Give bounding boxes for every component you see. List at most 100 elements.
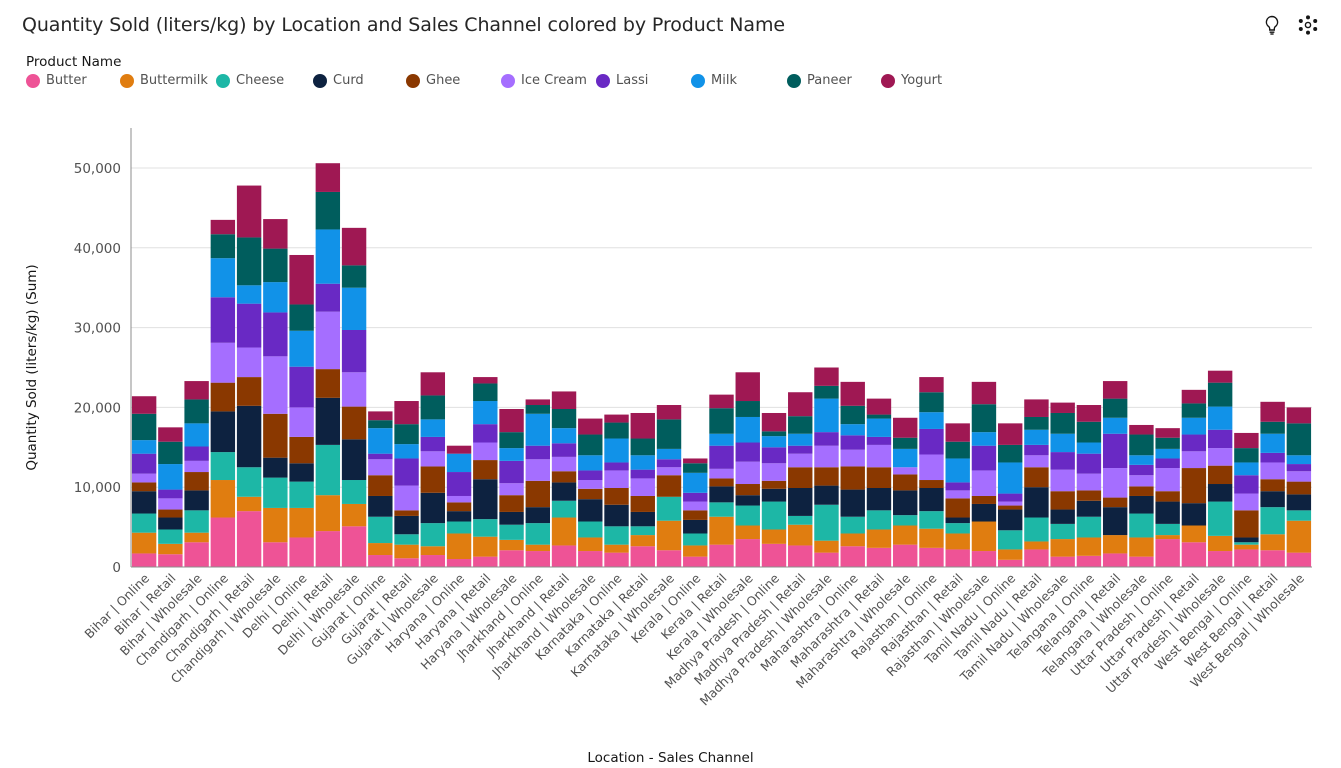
bar-segment-ghee[interactable] (683, 510, 708, 520)
bar-segment-ghee[interactable] (1286, 481, 1312, 495)
bar-segment-butter[interactable] (1129, 556, 1154, 567)
bar-segment-butter[interactable] (368, 555, 393, 567)
bar-segment-ice-cream[interactable] (263, 356, 288, 414)
bar-segment-lassi[interactable] (184, 446, 209, 461)
bar-segment-buttermilk[interactable] (525, 544, 550, 552)
bar-segment-ghee[interactable] (131, 482, 157, 492)
bar-segment-ice-cream[interactable] (1181, 451, 1207, 469)
bar-segment-butter[interactable] (1207, 551, 1233, 567)
bar-segment-butter[interactable] (578, 551, 603, 567)
bar-segment-lassi[interactable] (709, 445, 734, 469)
bar-segment-paneer[interactable] (630, 438, 655, 456)
bar-segment-milk[interactable] (1050, 433, 1075, 453)
bar-segment-milk[interactable] (1076, 442, 1102, 454)
bar-segment-paneer[interactable] (840, 405, 865, 425)
legend-item-yogurt[interactable]: Yogurt (881, 73, 942, 88)
bar-segment-curd[interactable] (578, 499, 603, 522)
bar-segment-buttermilk[interactable] (341, 503, 367, 527)
bar-segment-ghee[interactable] (499, 495, 524, 512)
bar-segment-butter[interactable] (446, 559, 472, 567)
bar-segment-ice-cream[interactable] (1024, 455, 1049, 468)
bar-segment-butter[interactable] (1181, 542, 1207, 567)
bar-segment-ice-cream[interactable] (1129, 475, 1154, 487)
bar-segment-ice-cream[interactable] (656, 467, 682, 476)
bar-segment-milk[interactable] (945, 458, 970, 483)
bar-segment-paneer[interactable] (1155, 437, 1180, 449)
bar-segment-yogurt[interactable] (551, 391, 577, 409)
bar-segment-ghee[interactable] (210, 382, 236, 412)
bar-segment-paneer[interactable] (551, 409, 577, 429)
bar-segment-milk[interactable] (473, 401, 498, 425)
bar-segment-yogurt[interactable] (814, 367, 839, 386)
bar-segment-yogurt[interactable] (210, 219, 236, 235)
bar-segment-lassi[interactable] (158, 489, 183, 499)
bar-segment-ghee[interactable] (1024, 467, 1049, 488)
bar-segment-curd[interactable] (866, 488, 892, 511)
bar-segment-curd[interactable] (1129, 495, 1154, 514)
bar-segment-ice-cream[interactable] (945, 490, 970, 499)
bar-segment-lassi[interactable] (499, 460, 524, 484)
bar-segment-milk[interactable] (184, 423, 209, 447)
bar-segment-curd[interactable] (315, 397, 341, 445)
bar-segment-cheese[interactable] (761, 501, 787, 530)
bar-segment-ghee[interactable] (735, 484, 760, 496)
bar-segment-ice-cream[interactable] (1260, 462, 1285, 480)
bar-segment-buttermilk[interactable] (683, 545, 708, 557)
bar-segment-ghee[interactable] (473, 460, 498, 480)
bar-segment-butter[interactable] (788, 545, 813, 567)
bar-segment-cheese[interactable] (1129, 513, 1154, 538)
bar-segment-curd[interactable] (788, 488, 813, 516)
bar-segment-buttermilk[interactable] (446, 533, 472, 560)
bar-segment-yogurt[interactable] (499, 409, 524, 433)
bar-segment-cheese[interactable] (368, 516, 393, 544)
bar-segment-curd[interactable] (1286, 494, 1312, 511)
bar-segment-ice-cream[interactable] (1286, 471, 1312, 482)
bar-segment-paneer[interactable] (341, 265, 367, 288)
bar-segment-ice-cream[interactable] (1076, 473, 1102, 491)
bar-segment-lassi[interactable] (761, 447, 787, 464)
bar-segment-lassi[interactable] (578, 470, 603, 481)
bar-segment-yogurt[interactable] (630, 412, 655, 439)
bar-segment-curd[interactable] (1024, 487, 1049, 518)
bar-segment-butter[interactable] (866, 547, 892, 567)
bar-segment-milk[interactable] (210, 258, 236, 298)
bar-segment-paneer[interactable] (814, 385, 839, 399)
bar-segment-buttermilk[interactable] (236, 496, 262, 512)
bar-segment-ghee[interactable] (578, 488, 603, 500)
bar-segment-milk[interactable] (893, 448, 918, 468)
bar-segment-ghee[interactable] (1234, 510, 1259, 538)
bar-segment-buttermilk[interactable] (814, 540, 839, 553)
bar-segment-butter[interactable] (1234, 549, 1259, 567)
bar-segment-cheese[interactable] (604, 526, 629, 545)
bar-segment-lassi[interactable] (971, 445, 997, 471)
bar-segment-buttermilk[interactable] (630, 535, 655, 547)
bar-segment-curd[interactable] (997, 509, 1023, 531)
bar-segment-paneer[interactable] (368, 420, 393, 429)
bar-segment-curd[interactable] (919, 488, 944, 512)
bar-segment-lassi[interactable] (997, 493, 1023, 502)
bar-segment-lassi[interactable] (263, 312, 288, 357)
bar-segment-milk[interactable] (814, 398, 839, 433)
bar-segment-paneer[interactable] (131, 413, 157, 441)
bar-segment-ghee[interactable] (656, 475, 682, 497)
bar-segment-paneer[interactable] (1286, 423, 1312, 456)
bar-segment-ghee[interactable] (1260, 479, 1285, 492)
bar-segment-milk[interactable] (158, 464, 183, 490)
bar-segment-buttermilk[interactable] (263, 507, 288, 543)
bar-segment-yogurt[interactable] (341, 227, 367, 266)
bar-segment-ice-cream[interactable] (420, 451, 446, 467)
bar-segment-milk[interactable] (919, 412, 944, 429)
bar-segment-cheese[interactable] (1024, 517, 1049, 542)
bar-segment-milk[interactable] (131, 440, 157, 454)
bar-segment-paneer[interactable] (1102, 398, 1128, 418)
bar-segment-butter[interactable] (630, 546, 655, 567)
bar-segment-butter[interactable] (1050, 556, 1075, 567)
bar-segment-ghee[interactable] (1129, 486, 1154, 496)
bar-segment-ghee[interactable] (761, 480, 787, 489)
bar-segment-curd[interactable] (499, 511, 524, 525)
bar-segment-yogurt[interactable] (473, 377, 498, 384)
bar-segment-milk[interactable] (1260, 433, 1285, 453)
bar-segment-curd[interactable] (1234, 537, 1259, 543)
bar-segment-lassi[interactable] (210, 297, 236, 343)
bar-segment-butter[interactable] (1260, 550, 1285, 567)
